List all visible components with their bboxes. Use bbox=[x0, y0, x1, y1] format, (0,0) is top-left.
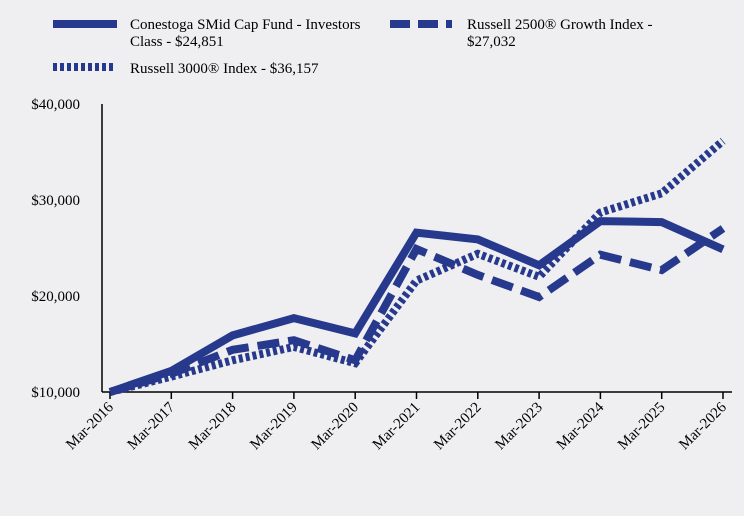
x-tick-label: Mar-2017 bbox=[125, 399, 179, 453]
legend: Conestoga SMid Cap Fund - Investors Clas… bbox=[53, 17, 653, 77]
legend-label: Russell 2500® Growth Index - bbox=[467, 17, 653, 33]
x-tick-label: Mar-2023 bbox=[492, 400, 546, 454]
x-tick-label: Mar-2026 bbox=[676, 399, 730, 453]
x-tick-label: Mar-2025 bbox=[615, 400, 669, 454]
y-tick-label: $30,000 bbox=[31, 193, 80, 209]
legend-item-conestoga: Conestoga SMid Cap Fund - Investors Clas… bbox=[53, 17, 361, 50]
series-line-solid bbox=[108, 217, 725, 396]
series-lines bbox=[108, 137, 726, 396]
x-ticks: Mar-2016 Mar-2017 Mar-2018 Mar-2019 Mar-2020… bbox=[63, 392, 730, 453]
legend-label: Russell 3000® Index - $36,157 bbox=[130, 61, 319, 77]
x-tick-label: Mar-2016 bbox=[63, 399, 117, 453]
y-tick-label: $40,000 bbox=[31, 97, 80, 113]
x-tick-label: Mar-2018 bbox=[186, 400, 240, 454]
y-tick-label: $10,000 bbox=[31, 385, 80, 401]
legend-label: Conestoga SMid Cap Fund - Investors bbox=[130, 17, 361, 33]
legend-label: Class - $24,851 bbox=[130, 34, 224, 50]
x-tick-label: Mar-2022 bbox=[431, 400, 485, 454]
legend-item-russell-3000: Russell 3000® Index - $36,157 bbox=[53, 61, 319, 77]
y-ticks: $10,000 $20,000 $30,000 $40,000 bbox=[31, 97, 80, 401]
y-tick-label: $20,000 bbox=[31, 289, 80, 305]
series-line-dashed bbox=[108, 225, 726, 396]
x-tick-label: Mar-2024 bbox=[554, 399, 608, 453]
x-tick-label: Mar-2021 bbox=[370, 400, 424, 454]
series-line-dotted bbox=[109, 137, 726, 396]
x-tick-label: Mar-2019 bbox=[247, 400, 301, 454]
x-tick-label: Mar-2020 bbox=[309, 400, 363, 454]
legend-label: $27,032 bbox=[467, 34, 516, 50]
legend-item-russell-2500: Russell 2500® Growth Index - $27,032 bbox=[390, 17, 653, 50]
